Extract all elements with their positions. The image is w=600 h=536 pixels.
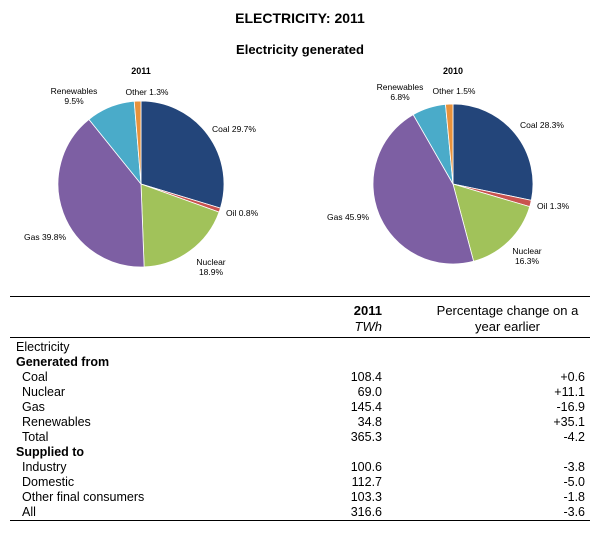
pie-slice-coal (452, 103, 534, 201)
chart-subtitle: Electricity generated (236, 42, 364, 57)
row-label: Industry (22, 460, 67, 474)
row-label: Generated from (16, 355, 110, 369)
table-top-rule (10, 296, 590, 297)
page-title: ELECTRICITY: 2011 (235, 10, 365, 26)
row-change: -3.6 (563, 505, 585, 519)
pie-title: 2011 (131, 66, 151, 76)
row-label: Renewables (22, 415, 91, 429)
pie-slice-coal (140, 100, 225, 209)
table-row: Generated from (0, 355, 600, 370)
row-label: Nuclear (22, 385, 66, 399)
row-change: -16.9 (556, 400, 586, 414)
pie-slice-nuclear (140, 183, 220, 268)
row-label: Electricity (16, 340, 70, 354)
row-value: 69.0 (357, 385, 382, 399)
column-header-unit: TWh (354, 319, 382, 334)
row-label: All (22, 505, 36, 519)
slice-label-gas: Gas 45.9% (327, 212, 369, 222)
slice-label-coal: Coal 28.3% (520, 120, 564, 130)
table-row: Industry 100.6 -3.8 (0, 460, 600, 475)
row-value: 365.3 (350, 430, 382, 444)
row-value: 112.7 (351, 475, 382, 489)
row-label: Gas (22, 400, 45, 414)
row-change: -5.0 (563, 475, 585, 489)
row-value: 108.4 (350, 370, 382, 384)
table-bottom-rule (10, 520, 590, 521)
row-label: Domestic (22, 475, 75, 489)
slice-label-oil: Oil 0.8% (226, 208, 259, 218)
table-row: All 316.6 -3.6 (0, 505, 600, 520)
pie-slice-other (133, 100, 142, 185)
table-row: Total 365.3 -4.2 (0, 430, 600, 445)
row-value: 145.4 (350, 400, 382, 414)
pie-title: 2010 (443, 66, 463, 76)
pie-slice-nuclear (452, 183, 531, 262)
row-value: 103.3 (350, 490, 382, 504)
pie-slice-gas (372, 114, 475, 265)
pie-slice-other (445, 103, 454, 185)
row-change: +11.1 (554, 385, 585, 399)
slice-label-nuclear: Nuclear 18.9% (196, 257, 225, 277)
slice-label-other: Other 1.5% (433, 86, 476, 96)
row-label: Total (22, 430, 49, 444)
pie-charts: 2011 Coal 29.7% Oil 0.8% Nuclear 18.9% Gas 39… (24, 66, 570, 277)
row-change: -3.8 (563, 460, 585, 474)
table-row: Renewables 34.8 +35.1 (0, 415, 600, 430)
row-change: +35.1 (553, 415, 585, 429)
table-row: Electricity (0, 340, 600, 355)
table-row: Coal 108.4 +0.6 (0, 370, 600, 385)
slice-label-oil: Oil 1.3% (537, 201, 570, 211)
row-label: Coal (22, 370, 48, 384)
pie-chart-2011: 2011 Coal 29.7% Oil 0.8% Nuclear 18.9% Gas 39… (24, 66, 259, 277)
row-change: -1.8 (563, 490, 585, 504)
pie-slice-gas (57, 118, 145, 268)
slice-label-nuclear: Nuclear 16.3% (512, 246, 541, 266)
slice-label-gas: Gas 39.8% (24, 232, 66, 242)
slice-label-coal: Coal 29.7% (212, 124, 256, 134)
table-row: Other final consumers 103.3 -1.8 (0, 490, 600, 505)
slice-label-renewables: Renewables 6.8% (377, 82, 424, 102)
table-row: Nuclear 69.0 +11.1 (0, 385, 600, 400)
slice-label-other: Other 1.3% (126, 87, 169, 97)
row-label: Other final consumers (22, 490, 145, 504)
table-header-rule (10, 337, 590, 338)
row-value: 316.6 (350, 505, 382, 519)
table-row: Domestic 112.7 -5.0 (0, 475, 600, 490)
row-change: +0.6 (560, 370, 585, 384)
table-row: Gas 145.4 -16.9 (0, 400, 600, 415)
table-row: Supplied to (0, 445, 600, 460)
column-header-year: 2011 (353, 303, 382, 318)
row-value: 100.6 (350, 460, 382, 474)
pie-chart-2010: 2010 Coal 28.3% Oil 1.3% Nuclear 16.3% Gas 45… (327, 66, 570, 266)
slice-label-renewables: Renewables 9.5% (51, 86, 98, 106)
row-change: -4.2 (563, 430, 585, 444)
row-label: Supplied to (16, 445, 85, 459)
row-value: 34.8 (357, 415, 382, 429)
column-header-change: Percentage change on a year earlier (436, 303, 579, 334)
